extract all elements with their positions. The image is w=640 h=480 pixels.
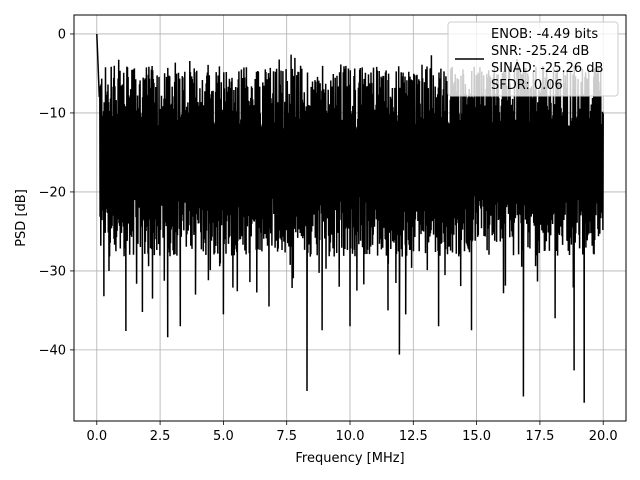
x-tick-label: 12.5 <box>399 429 428 444</box>
y-tick-label: −30 <box>39 264 66 279</box>
psd-series-line <box>96 33 604 403</box>
x-tick-label: 7.5 <box>276 429 297 444</box>
x-axis: 0.0 2.5 5.0 7.5 10.0 12.5 15.0 17.5 20.0 <box>86 421 618 444</box>
y-tick-label: −10 <box>39 106 66 121</box>
plot-area <box>96 33 604 403</box>
y-tick-label: 0 <box>58 27 66 42</box>
x-tick-label: 10.0 <box>336 429 365 444</box>
x-tick-label: 20.0 <box>589 429 618 444</box>
x-tick-label: 2.5 <box>150 429 171 444</box>
legend-sfdr: SFDR: 0.06 <box>491 78 563 93</box>
y-tick-label: −40 <box>39 343 66 358</box>
legend: ENOB: -4.49 bits SNR: -25.24 dB SINAD: -… <box>447 21 619 97</box>
x-axis-label: Frequency [MHz] <box>295 451 404 466</box>
legend-sinad: SINAD: -25.26 dB <box>491 61 603 76</box>
x-tick-label: 5.0 <box>213 429 234 444</box>
legend-box <box>447 21 619 97</box>
legend-enob: ENOB: -4.49 bits <box>491 27 598 42</box>
legend-snr: SNR: -25.24 dB <box>491 44 589 59</box>
x-tick-label: 15.0 <box>462 429 491 444</box>
y-tick-label: −20 <box>39 185 66 200</box>
y-axis: 0 −10 −20 −30 −40 <box>39 27 74 358</box>
x-tick-label: 0.0 <box>86 429 107 444</box>
y-axis-label: PSD [dB] <box>14 189 29 247</box>
x-tick-label: 17.5 <box>525 429 554 444</box>
